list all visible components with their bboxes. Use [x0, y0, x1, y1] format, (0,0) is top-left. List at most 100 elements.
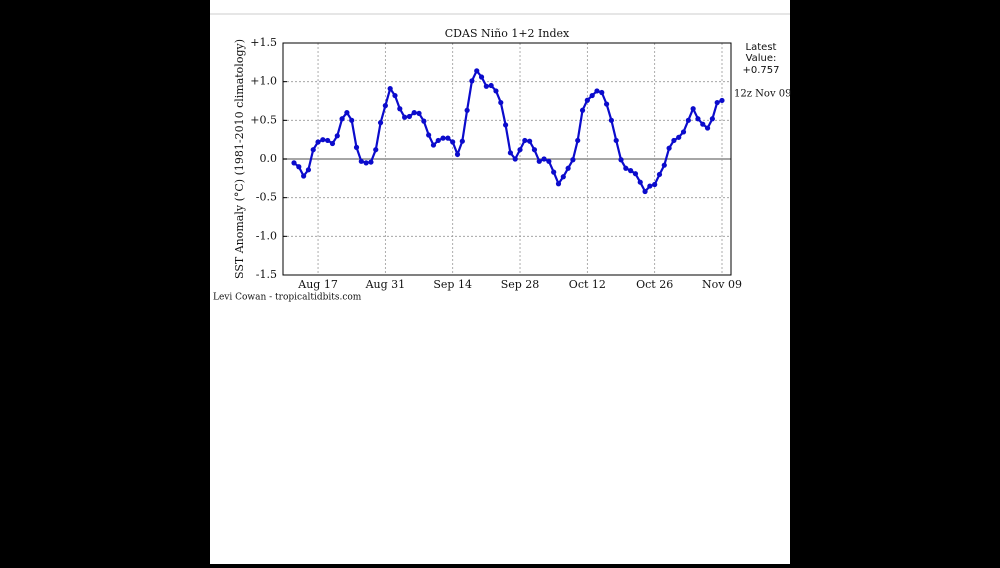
- panel: [210, 0, 790, 564]
- data-point: [632, 171, 639, 177]
- data-point: [478, 74, 485, 80]
- data-point: [647, 183, 653, 189]
- data-point: [373, 147, 379, 153]
- x-tick-label: Sep 14: [433, 278, 472, 291]
- x-tick-label: Oct 26: [636, 278, 673, 291]
- data-point: [555, 181, 562, 187]
- data-point: [377, 120, 384, 126]
- annotation: Value:: [746, 53, 777, 64]
- data-point: [291, 160, 297, 166]
- data-point: [628, 168, 634, 174]
- data-point: [315, 139, 321, 145]
- data-point: [445, 135, 451, 141]
- data-point: [296, 164, 302, 170]
- data-point: [685, 117, 691, 123]
- data-point: [613, 137, 619, 144]
- chart-title: CDAS Niño 1+2 Index: [445, 27, 570, 40]
- data-point: [421, 118, 427, 124]
- data-point: [608, 117, 614, 123]
- data-point: [411, 110, 417, 116]
- data-point: [454, 151, 461, 157]
- x-tick-label: Aug 17: [297, 278, 338, 291]
- data-point: [719, 97, 725, 104]
- data-point: [618, 157, 624, 163]
- data-point: [469, 78, 475, 84]
- data-point: [329, 140, 336, 147]
- data-point: [714, 99, 720, 106]
- x-tick-label: Oct 12: [569, 278, 606, 291]
- data-point: [339, 116, 345, 122]
- data-point: [541, 156, 547, 162]
- data-point: [363, 160, 369, 166]
- data-point: [493, 88, 499, 94]
- data-point: [426, 132, 432, 138]
- data-point: [527, 138, 533, 144]
- y-tick-label: -1.5: [256, 268, 277, 281]
- data-point: [349, 117, 355, 123]
- data-point: [652, 181, 658, 188]
- annotation: 12z Nov 09: [734, 89, 792, 100]
- data-point: [579, 107, 586, 113]
- data-point: [536, 158, 542, 164]
- data-point: [656, 171, 663, 178]
- y-tick-label: +1.5: [250, 36, 277, 49]
- data-point: [599, 89, 605, 96]
- data-point: [474, 68, 480, 74]
- data-point: [382, 103, 388, 109]
- y-tick-label: -1.0: [256, 229, 277, 242]
- x-tick-label: Sep 28: [501, 278, 540, 291]
- data-point: [450, 139, 456, 145]
- data-point: [603, 101, 610, 107]
- data-point: [305, 167, 312, 173]
- data-point: [666, 145, 672, 151]
- y-tick-label: +1.0: [250, 75, 277, 88]
- data-point: [676, 134, 682, 140]
- data-point: [435, 137, 441, 144]
- y-axis-label: SST Anomaly (°C) (1981-2010 climatology): [233, 39, 246, 279]
- data-point: [637, 179, 643, 185]
- data-point: [690, 106, 696, 112]
- data-point: [498, 99, 504, 106]
- data-point: [488, 82, 494, 89]
- data-point: [334, 133, 340, 139]
- data-point: [546, 158, 552, 164]
- annotation: Latest: [746, 42, 777, 53]
- data-point: [368, 159, 374, 165]
- data-point: [522, 137, 528, 144]
- data-point: [560, 174, 566, 180]
- credit: Levi Cowan - tropicaltidbits.com: [213, 293, 362, 303]
- data-point: [589, 92, 595, 99]
- y-tick-label: 0.0: [260, 152, 278, 165]
- data-point: [671, 137, 677, 144]
- data-point: [464, 107, 470, 113]
- data-point: [353, 144, 360, 150]
- data-point: [551, 169, 557, 175]
- data-point: [320, 137, 326, 143]
- data-point: [507, 150, 514, 156]
- data-point: [387, 86, 393, 92]
- data-point: [623, 165, 629, 171]
- data-point: [584, 97, 590, 103]
- data-point: [695, 116, 701, 122]
- data-point: [402, 114, 408, 120]
- data-point: [700, 121, 706, 127]
- data-point: [358, 158, 364, 164]
- x-tick-label: Nov 09: [702, 278, 742, 291]
- data-point: [310, 147, 316, 153]
- data-point: [325, 137, 331, 144]
- data-point: [344, 110, 350, 116]
- annotation: +0.757: [742, 65, 779, 76]
- data-point: [575, 137, 581, 144]
- data-point: [430, 142, 437, 148]
- data-point: [680, 129, 687, 135]
- data-point: [512, 156, 518, 162]
- data-point: [531, 147, 538, 153]
- plot-frame: [282, 42, 732, 276]
- data-point: [704, 125, 711, 131]
- y-tick-label: -0.5: [256, 191, 277, 204]
- data-point: [570, 157, 576, 163]
- y-tick-label: +0.5: [250, 113, 277, 126]
- data-point: [502, 122, 509, 128]
- data-point: [392, 92, 398, 99]
